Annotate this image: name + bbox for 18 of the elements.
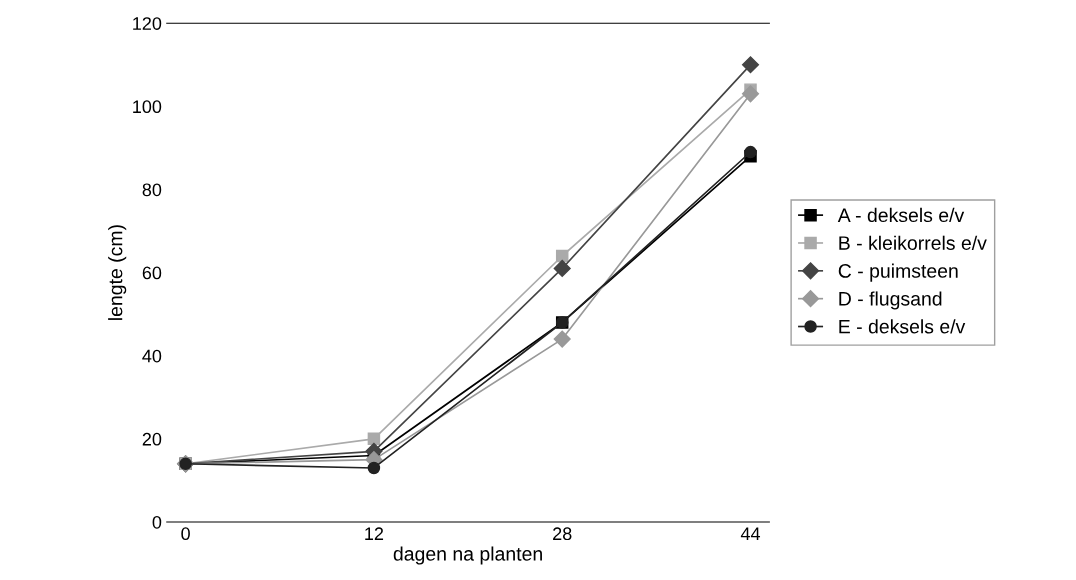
y-tick-label: 0 xyxy=(152,515,162,529)
legend-label: A - deksels e/v xyxy=(837,207,965,223)
y-tick-label: 40 xyxy=(142,349,162,363)
legend-label: E - deksels e/v xyxy=(839,319,966,334)
y-tick-label: 60 xyxy=(142,266,162,280)
x-axis-title: dagen na planten xyxy=(393,546,542,565)
x-tick-label: 0 xyxy=(181,527,190,541)
x-tick-label: 44 xyxy=(740,527,761,540)
x-tick-label: 12 xyxy=(365,527,384,540)
legend-label: B - kleikorrels e/v xyxy=(839,235,987,250)
x-tick-label: 28 xyxy=(553,527,572,541)
y-tick-label: 20 xyxy=(142,432,162,446)
legend-label: D - flugsand xyxy=(839,291,942,310)
y-tick-label: 120 xyxy=(133,17,162,30)
legend-label: C - puimsteen xyxy=(838,263,958,282)
y-axis-title: lengte (cm) xyxy=(108,225,127,320)
y-tick-label: 80 xyxy=(142,183,162,197)
y-tick-label: 100 xyxy=(133,100,162,114)
